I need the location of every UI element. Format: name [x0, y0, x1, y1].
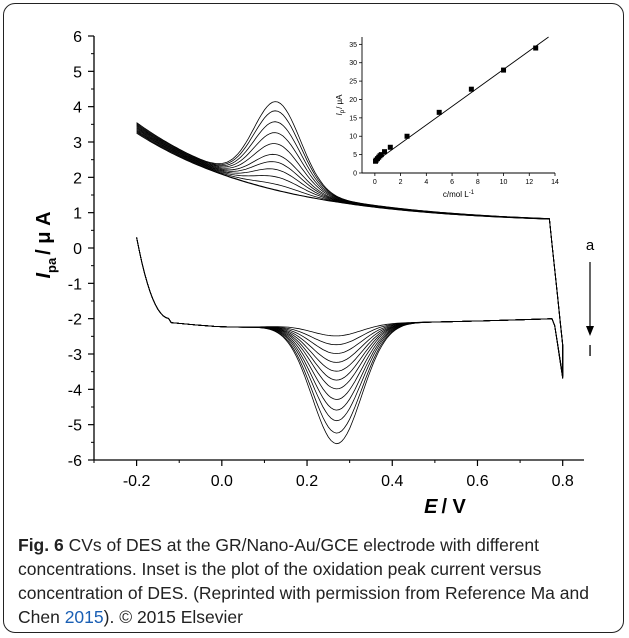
y-tick-label: 0	[73, 241, 82, 258]
y-tick-label: 6	[73, 29, 82, 46]
inset-y-tick-label: 25	[349, 79, 357, 86]
inset-y-title-unit: / μA	[335, 94, 344, 109]
cv-series-line	[136, 132, 564, 376]
x-axis-title-unit: / V	[441, 496, 466, 518]
inset-data-point	[436, 109, 442, 115]
inset-y-tick-label: 15	[349, 115, 357, 122]
cv-series-line	[136, 125, 564, 411]
y-tick-label: -6	[68, 453, 82, 470]
inset-x-tick-label: 2	[399, 179, 403, 186]
annotation-l: l	[588, 343, 591, 360]
figure-caption: Fig. 6 CVs of DES at the GR/Nano-Au/GCE …	[18, 533, 616, 629]
y-tick-label: 5	[73, 64, 82, 81]
inset-y-tick-label: 35	[349, 42, 357, 49]
inset-data-point	[468, 86, 474, 92]
y-tick-label: -1	[68, 276, 82, 293]
x-tick-label: 0.6	[466, 473, 488, 490]
inset-x-title: c/mol L-1	[443, 190, 475, 199]
y-tick-label: 1	[73, 206, 82, 223]
inset-y-tick-label: 5	[353, 152, 357, 159]
cv-series-line	[136, 130, 564, 376]
caption-ref-link[interactable]: 2015	[64, 607, 104, 627]
figure-frame	[3, 3, 624, 633]
inset-y-tick-label: 0	[353, 171, 357, 178]
x-tick-label: 0.0	[211, 473, 233, 490]
inset-data-point	[378, 152, 384, 158]
cv-series-line	[136, 129, 564, 377]
x-tick-label: 0.8	[552, 473, 574, 490]
inset-data-point	[533, 45, 539, 51]
x-axis-title: E / V	[424, 496, 466, 518]
y-tick-label: 3	[73, 135, 82, 152]
inset-data-point	[404, 133, 410, 139]
caption-text-1: CVs of DES at the GR/Nano-Au/GCE electro…	[18, 535, 589, 627]
y-axis-title-sub: pa	[44, 257, 59, 273]
inset-y-title-sub: p	[340, 109, 346, 113]
y-tick-label: -2	[68, 312, 82, 329]
inset-x-title-main: c/mol L	[443, 190, 469, 199]
inset-x-tick-label: 8	[476, 179, 480, 186]
y-tick-label: -3	[68, 347, 82, 364]
inset-data-point	[382, 149, 388, 155]
cv-series-line	[136, 126, 564, 400]
y-axis-title-main: I	[33, 273, 55, 279]
x-tick-label: 0.2	[296, 473, 318, 490]
inset-x-title-sup: -1	[469, 190, 475, 196]
inset-fit-line	[374, 36, 549, 163]
inset-data-point	[501, 67, 507, 73]
inset-y-tick-label: 20	[349, 97, 357, 104]
cv-series-line	[136, 131, 564, 376]
inset-y-title: Ip/ μA	[335, 94, 346, 116]
y-axis-title-unit: / μ A	[33, 211, 55, 254]
x-tick-label: -0.2	[123, 473, 151, 490]
inset-y-title-main: I	[335, 112, 344, 115]
y-tick-label: -5	[68, 418, 82, 435]
caption-text-2: ). © 2015 Elsevier	[103, 607, 243, 627]
y-tick-label: -4	[68, 382, 82, 399]
inset-x-tick-label: 6	[450, 179, 454, 186]
caption-label: Fig. 6	[18, 535, 64, 555]
cv-curves	[136, 101, 564, 445]
x-tick-label: 0.4	[381, 473, 403, 490]
inset-y-tick-label: 30	[349, 60, 357, 67]
inset-y-tick-label: 10	[349, 134, 357, 141]
inset-x-tick-label: 10	[500, 179, 508, 186]
inset-x-tick-label: 14	[551, 179, 559, 186]
y-tick-label: 2	[73, 170, 82, 187]
inset-x-tick-label: 4	[424, 179, 428, 186]
cv-series-line	[136, 101, 564, 445]
y-axis-title: Ipa / μ A	[33, 211, 59, 278]
y-tick-label: 4	[73, 100, 82, 117]
inset-data-point	[387, 144, 393, 150]
annotation-a: a	[586, 237, 595, 254]
inset-x-tick-label: 12	[525, 179, 533, 186]
inset-chart: 0 5 10 15 20 25 30 35 0 2 4 6 8 10 12 14 Ip/ μA c/mol L-1	[335, 36, 559, 199]
inset-x-tick-label: 0	[373, 179, 377, 186]
x-axis-title-main: E	[424, 496, 438, 518]
annotation-arrowhead	[586, 326, 594, 336]
